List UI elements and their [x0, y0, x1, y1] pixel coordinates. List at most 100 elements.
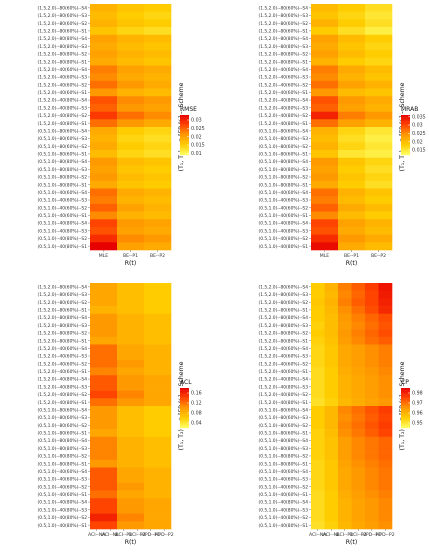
- heatmap-cell: [144, 196, 172, 205]
- y-tick-label: (0.5,1.0)--80(80%)--S1: [259, 461, 309, 467]
- legend-tick-label: 0.025: [191, 126, 205, 132]
- heatmap-cell: [351, 505, 366, 514]
- y-tick-label: (0.5,1.0)--80(80%)--S4: [259, 159, 309, 165]
- heatmap-cell: [117, 173, 145, 182]
- heatmap-cell: [365, 80, 393, 89]
- legend-gradient-step: [180, 136, 189, 138]
- heatmap-cell: [117, 34, 145, 43]
- heatmap-cell: [311, 467, 325, 476]
- heatmap-cell: [351, 306, 366, 315]
- heatmap-cell: [378, 390, 393, 399]
- y-tick-label: (0.5,1.0)--40(60%)--S2: [38, 484, 88, 490]
- heatmap-cell: [378, 375, 393, 384]
- heatmap-cell: [338, 313, 352, 322]
- y-tick-label: (1.5,2.0)--40(80%)--S2: [38, 113, 88, 119]
- y-tick-label: (1.5,2.0)--80(80%)--S3: [259, 323, 309, 329]
- heatmap-cell: [311, 490, 325, 499]
- legend-tick-label: 0.04: [191, 421, 202, 427]
- heatmap-cell: [351, 452, 366, 461]
- legend-gradient-step: [180, 404, 189, 406]
- heatmap-cell: [103, 406, 118, 414]
- heatmap-cell: [103, 313, 118, 322]
- heatmap-cell: [338, 80, 366, 89]
- heatmap-cell: [311, 226, 339, 235]
- heatmap-cell: [378, 352, 393, 361]
- legend-gradient-step: [180, 406, 189, 409]
- x-tick-label: BCI--P1: [115, 532, 132, 538]
- heatmap-cell: [311, 42, 339, 51]
- y-tick-label: (0.5,1.0)--80(60%)--S1: [38, 431, 88, 437]
- y-tick-label: (1.5,2.0)--80(60%)--S4: [259, 284, 309, 290]
- y-tick-label: (0.5,1.0)--80(60%)--S4: [38, 128, 88, 134]
- y-tick-label: (1.5,2.0)--40(60%)--S2: [259, 361, 309, 367]
- heatmap-cell: [144, 452, 158, 461]
- heatmap-cell: [144, 11, 172, 20]
- heatmap-cell: [365, 27, 393, 36]
- y-tick-label: (1.5,2.0)--80(60%)--S4: [38, 284, 88, 290]
- heatmap-cell: [117, 19, 145, 28]
- y-tick-label: (0.5,1.0)--40(60%)--S1: [259, 213, 309, 219]
- heatmap-cell: [157, 459, 172, 468]
- heatmap-cell: [144, 398, 158, 407]
- heatmap-cell: [130, 329, 145, 338]
- heatmap-cell: [103, 429, 118, 438]
- heatmap-cell: [90, 188, 118, 197]
- heatmap-cell: [351, 375, 366, 384]
- heatmap-cell: [157, 421, 172, 430]
- heatmap-cell: [90, 390, 104, 399]
- heatmap-cell: [90, 65, 118, 74]
- heatmap-cell: [90, 298, 104, 307]
- heatmap-cell: [365, 142, 393, 151]
- heatmap-cell: [311, 234, 339, 243]
- heatmap-cell: [351, 475, 366, 484]
- legend-title: ACL: [180, 379, 192, 386]
- y-tick-label: (1.5,2.0)--40(80%)--S4: [259, 377, 309, 383]
- legend-gradient-step: [180, 148, 189, 150]
- heatmap-cell: [351, 467, 366, 476]
- heatmap-cell: [378, 436, 393, 445]
- y-tick-label: (0.5,1.0)--40(80%)--S2: [259, 515, 309, 521]
- heatmap-cell: [130, 459, 145, 468]
- legend-gradient-step: [401, 149, 410, 152]
- heatmap-cell: [378, 367, 393, 376]
- color-legend: ACL 0.16 0.12 0.08 0.04: [180, 379, 202, 429]
- heatmap-cell: [117, 65, 145, 74]
- y-tick-label: (0.5,1.0)--40(60%)--S3: [259, 477, 309, 483]
- heatmap-cell: [365, 306, 379, 315]
- y-tick-label: (1.5,2.0)--40(60%)--S3: [259, 75, 309, 81]
- heatmap-cell: [365, 406, 379, 414]
- heatmap-cell: [365, 429, 379, 438]
- y-tick-label: (0.5,1.0)--40(80%)--S4: [259, 500, 309, 506]
- heatmap-cell: [324, 413, 339, 422]
- heatmap-cell: [338, 490, 352, 499]
- heatmap-cell: [144, 329, 158, 338]
- heatmap-cell: [117, 11, 145, 20]
- heatmap-cell: [130, 398, 145, 407]
- heatmap-cell: [103, 321, 118, 330]
- heatmap-cell: [90, 521, 104, 530]
- y-tick-label: (0.5,1.0)--40(60%)--S2: [259, 484, 309, 490]
- heatmap-cell: [338, 429, 352, 438]
- heatmap-cell: [311, 157, 339, 166]
- heatmap-cell: [378, 321, 393, 330]
- legend-gradient-step: [401, 136, 410, 138]
- heatmap-cell: [378, 467, 393, 476]
- heatmap-cell: [338, 321, 352, 330]
- legend-gradient-step: [180, 153, 189, 156]
- heatmap-cell: [311, 4, 339, 12]
- heatmap-cell: [117, 406, 131, 414]
- heatmap-cell: [311, 352, 325, 361]
- legend-gradient-step: [401, 139, 410, 141]
- heatmap-cell: [338, 406, 352, 414]
- x-tick-label: ACI--NL: [102, 532, 119, 538]
- heatmap-cell: [117, 452, 131, 461]
- y-tick-label: (1.5,2.0)--80(80%)--S4: [38, 315, 88, 321]
- heatmap-cell: [311, 103, 339, 112]
- legend-gradient-step: [180, 388, 189, 390]
- legend-tick-label: 0.95: [412, 421, 423, 427]
- legend-gradient-step: [401, 119, 410, 121]
- heatmap-cell: [90, 50, 118, 59]
- heatmap-cell: [365, 313, 379, 322]
- heatmap-cell: [365, 73, 393, 82]
